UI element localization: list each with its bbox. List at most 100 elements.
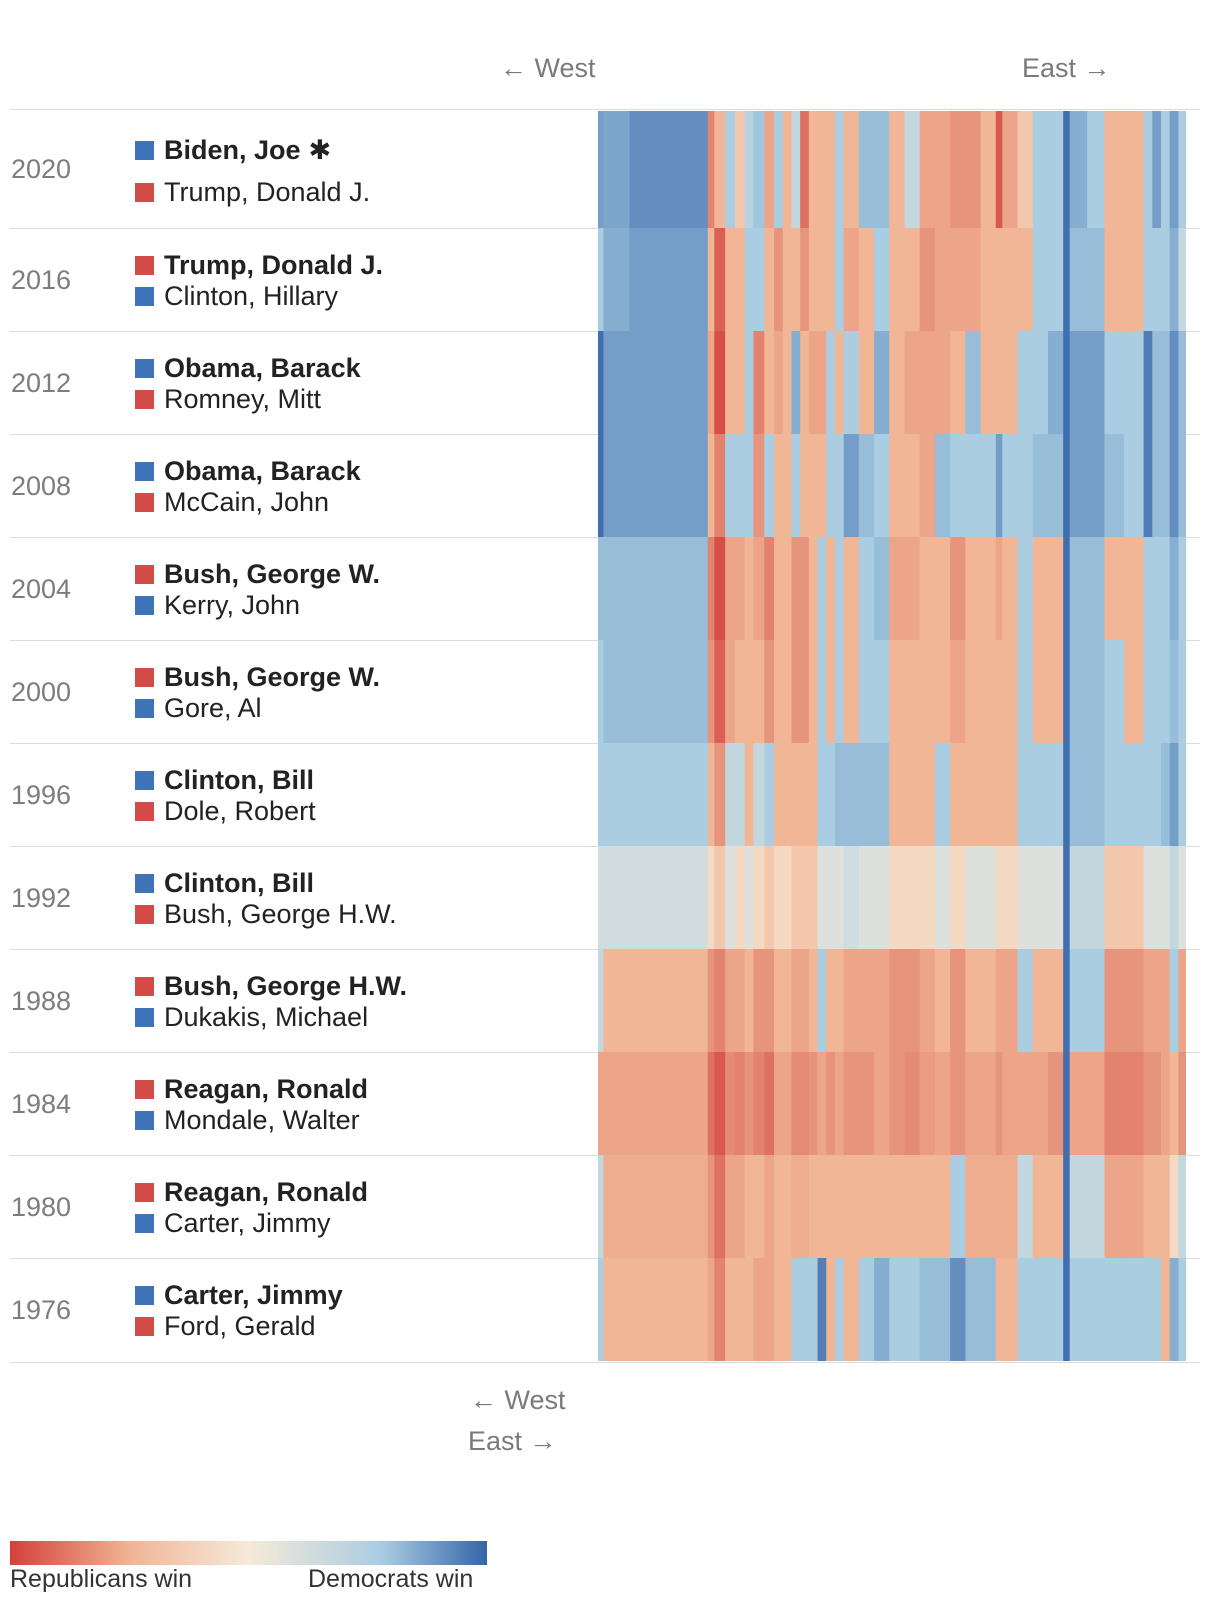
heat-cell xyxy=(681,846,709,949)
heat-cell xyxy=(603,1052,631,1155)
heat-cell xyxy=(598,1155,605,1258)
heat-cell xyxy=(1178,1052,1186,1155)
heat-cell xyxy=(800,743,810,846)
heat-cell xyxy=(817,949,827,1052)
heat-cell xyxy=(800,846,810,949)
heat-cell xyxy=(1143,537,1153,640)
heat-cell xyxy=(1069,640,1088,743)
heat-cell xyxy=(800,949,810,1052)
heat-cell xyxy=(1152,111,1162,228)
heat-cell xyxy=(980,743,997,846)
democrat-swatch xyxy=(135,596,154,615)
heat-cell xyxy=(1143,228,1153,331)
heat-cell xyxy=(1063,331,1071,434)
heat-cell xyxy=(1124,331,1145,434)
heat-cell xyxy=(1169,640,1179,743)
candidate-name: Bush, George W. xyxy=(164,662,381,692)
heat-cell xyxy=(629,846,657,949)
heat-cell xyxy=(603,1155,631,1258)
heat-cell xyxy=(791,743,801,846)
heat-cell xyxy=(1069,331,1088,434)
heat-cell xyxy=(808,743,819,846)
heat-cell xyxy=(904,228,921,331)
heat-cell xyxy=(598,331,605,434)
heat-cell xyxy=(681,537,709,640)
heat-cell xyxy=(598,228,605,331)
runner-up-candidate: Trump, Donald J. xyxy=(135,177,370,208)
heat-cell xyxy=(1169,949,1179,1052)
heat-cell xyxy=(965,846,982,949)
heat-cell xyxy=(874,1155,890,1258)
winner-candidate: Trump, Donald J. xyxy=(135,250,383,281)
heat-cell xyxy=(1124,1052,1145,1155)
heat-cell xyxy=(950,1258,966,1361)
heat-cell xyxy=(725,949,736,1052)
heat-cell xyxy=(1063,1258,1071,1361)
heat-cell xyxy=(791,1052,801,1155)
candidate-name: Obama, Barack xyxy=(164,456,361,486)
heat-cell xyxy=(603,111,631,228)
heat-cell xyxy=(980,434,997,537)
heat-cell xyxy=(629,434,657,537)
heat-cell xyxy=(629,331,657,434)
heat-cell xyxy=(1124,846,1145,949)
heat-cell xyxy=(734,949,746,1052)
heat-cell xyxy=(904,949,921,1052)
heat-cell xyxy=(843,228,860,331)
heat-cell xyxy=(874,537,890,640)
heat-cell xyxy=(774,228,784,331)
heat-cell xyxy=(791,640,801,743)
heat-cell xyxy=(707,743,715,846)
heat-cell xyxy=(1124,743,1145,846)
year-row-1992: 1992 Clinton, Bill Bush, George H.W. xyxy=(10,846,1200,950)
heat-cell xyxy=(1104,1258,1125,1361)
candidate-name: Dukakis, Michael xyxy=(164,1002,369,1032)
candidate-name: Mondale, Walter xyxy=(164,1105,360,1135)
heat-cell xyxy=(826,537,836,640)
heat-cell xyxy=(1152,537,1162,640)
heat-cell xyxy=(1124,537,1145,640)
heat-cell xyxy=(1143,1155,1153,1258)
heat-cell xyxy=(681,228,709,331)
heat-cell xyxy=(744,111,755,228)
heat-cell xyxy=(753,640,765,743)
heat-cell xyxy=(1002,111,1019,228)
republican-swatch xyxy=(135,565,154,584)
heat-cell xyxy=(714,111,726,228)
heat-cell xyxy=(1143,743,1153,846)
heat-cell xyxy=(919,1258,936,1361)
heat-cell xyxy=(764,949,775,1052)
heat-cell xyxy=(817,1052,827,1155)
heat-cell xyxy=(1087,1155,1106,1258)
heat-cell xyxy=(598,537,605,640)
heat-cell xyxy=(764,434,775,537)
runner-up-candidate: Clinton, Hillary xyxy=(135,281,338,312)
candidate-name: Clinton, Hillary xyxy=(164,281,339,311)
heat-cell xyxy=(1032,640,1049,743)
heat-cell xyxy=(1047,434,1064,537)
candidate-name: Dole, Robert xyxy=(164,796,316,826)
heat-cell xyxy=(791,846,801,949)
heat-cell xyxy=(919,949,936,1052)
heat-cell xyxy=(1143,1258,1153,1361)
heat-cell xyxy=(707,111,715,228)
west-label-bottom: ← West xyxy=(470,1385,566,1415)
heat-cell xyxy=(1002,434,1019,537)
heatmap-strips xyxy=(598,111,1186,1361)
heat-cell xyxy=(889,1052,906,1155)
heat-cell xyxy=(1063,537,1071,640)
candidate-name: Clinton, Bill xyxy=(164,868,314,898)
heat-cell xyxy=(995,743,1003,846)
heat-cell xyxy=(874,228,890,331)
heat-cell xyxy=(817,743,827,846)
heat-cell xyxy=(826,331,836,434)
winner-candidate: Carter, Jimmy xyxy=(135,1280,343,1311)
heat-cell xyxy=(1124,228,1145,331)
heat-cell xyxy=(858,846,875,949)
heat-cell xyxy=(965,111,982,228)
heat-cell xyxy=(889,1155,906,1258)
republican-swatch xyxy=(135,1080,154,1099)
candidate-name: Kerry, John xyxy=(164,590,301,620)
heat-cell xyxy=(774,1052,784,1155)
heat-cell xyxy=(734,228,746,331)
